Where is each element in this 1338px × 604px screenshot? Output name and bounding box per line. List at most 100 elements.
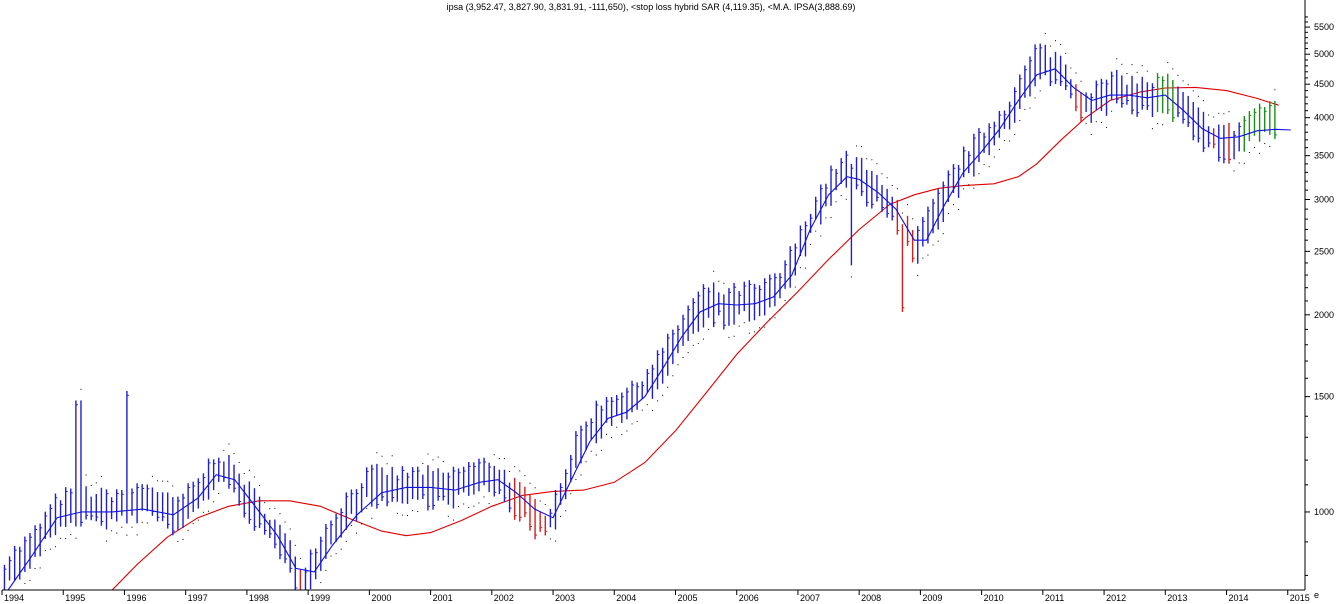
short-moving-average-line [7, 68, 1291, 591]
sar-dot [896, 188, 898, 190]
sar-dot [1116, 58, 1118, 60]
sar-dot [743, 322, 745, 324]
sar-dot [641, 409, 643, 411]
sar-dot [335, 553, 337, 555]
sar-dot [248, 469, 250, 471]
sar-dot [422, 463, 424, 465]
x-tick-label: 2002 [494, 593, 514, 603]
sar-dot [1253, 146, 1255, 148]
sar-dot [136, 534, 138, 536]
sar-dot [299, 557, 301, 559]
x-tick-label: 2008 [861, 593, 881, 603]
sar-dot [151, 475, 153, 477]
sar-dot [815, 230, 817, 232]
sar-dot [361, 523, 363, 525]
sar-dot [697, 342, 699, 344]
sar-dot [427, 453, 429, 455]
sar-dot [1177, 74, 1179, 76]
sar-dot [381, 455, 383, 457]
sar-dot [753, 331, 755, 333]
sar-dot [932, 244, 934, 246]
sar-dot [575, 478, 577, 480]
sar-dot [325, 570, 327, 572]
sar-dot [687, 352, 689, 354]
sar-dot [478, 502, 480, 504]
sar-dot [840, 195, 842, 197]
x-tick-label: 1996 [126, 593, 146, 603]
sar-dot [922, 257, 924, 259]
x-tick-label: 1999 [310, 593, 330, 603]
sar-dot [213, 501, 215, 503]
sar-dot [850, 276, 852, 278]
sar-dot [912, 218, 914, 220]
y-tick-label: 3500 [1314, 151, 1334, 161]
sar-dot [39, 567, 41, 569]
x-tick-label: 2006 [739, 593, 759, 603]
sar-dot [509, 471, 511, 473]
sar-dot [764, 326, 766, 328]
sar-dot [396, 512, 398, 514]
sar-dot [100, 476, 102, 478]
sar-dot [228, 443, 230, 445]
sar-dot [759, 327, 761, 329]
sar-dot [1085, 123, 1087, 125]
x-tick-label: 1995 [65, 593, 85, 603]
sar-dot [662, 394, 664, 396]
sar-dot [590, 450, 592, 452]
sar-dot [718, 280, 720, 282]
sar-dot [121, 526, 123, 528]
sar-dot [54, 546, 56, 548]
sar-dot [723, 282, 725, 284]
sar-dot [886, 177, 888, 179]
sar-dot [126, 534, 128, 536]
sar-dot [988, 166, 990, 168]
sar-dot [1065, 52, 1067, 54]
sar-dot [1248, 152, 1250, 154]
sar-dot [524, 475, 526, 477]
sar-dot [223, 449, 225, 451]
sar-dot [75, 537, 77, 539]
sar-dot [1223, 113, 1225, 115]
sar-dot [1095, 121, 1097, 123]
sar-dot [1080, 80, 1082, 82]
sar-dot [1197, 95, 1199, 97]
x-tick-label: 2003 [555, 593, 575, 603]
sar-dot [1136, 71, 1138, 73]
x-tick-label: 1997 [188, 593, 208, 603]
sar-dot [1238, 162, 1240, 164]
sar-dot [1075, 72, 1077, 74]
sar-dot [937, 240, 939, 242]
sar-dot [983, 164, 985, 166]
sar-dot [29, 579, 31, 581]
y-tick-label: 2000 [1314, 310, 1334, 320]
sar-dot [1024, 108, 1026, 110]
sar-dot [177, 541, 179, 543]
sar-dot [1034, 97, 1036, 99]
sar-dot [1126, 73, 1128, 75]
sar-dot [901, 212, 903, 214]
x-tick-label: 2005 [677, 593, 697, 603]
sar-dot [432, 459, 434, 461]
sar-dot [845, 198, 847, 200]
sar-dot [606, 433, 608, 435]
sar-dot [34, 568, 36, 570]
sar-dot [157, 480, 159, 482]
sar-dot [657, 400, 659, 402]
sar-dot [651, 409, 653, 411]
sar-dot [116, 532, 118, 534]
x-tick-label: 2011 [1045, 593, 1064, 603]
x-tick-label: 1994 [4, 593, 24, 603]
sar-dot [998, 148, 1000, 150]
sar-dot [1044, 33, 1046, 35]
sar-dot [473, 505, 475, 507]
sar-dot [253, 476, 255, 478]
sar-dot [90, 484, 92, 486]
sar-dot [779, 309, 781, 311]
sar-dot [554, 540, 556, 542]
sar-dot [202, 511, 204, 513]
y-tick-label: 5500 [1314, 22, 1334, 32]
sar-dot [1151, 128, 1153, 130]
sar-dot [243, 473, 245, 475]
sar-dot [274, 507, 276, 509]
